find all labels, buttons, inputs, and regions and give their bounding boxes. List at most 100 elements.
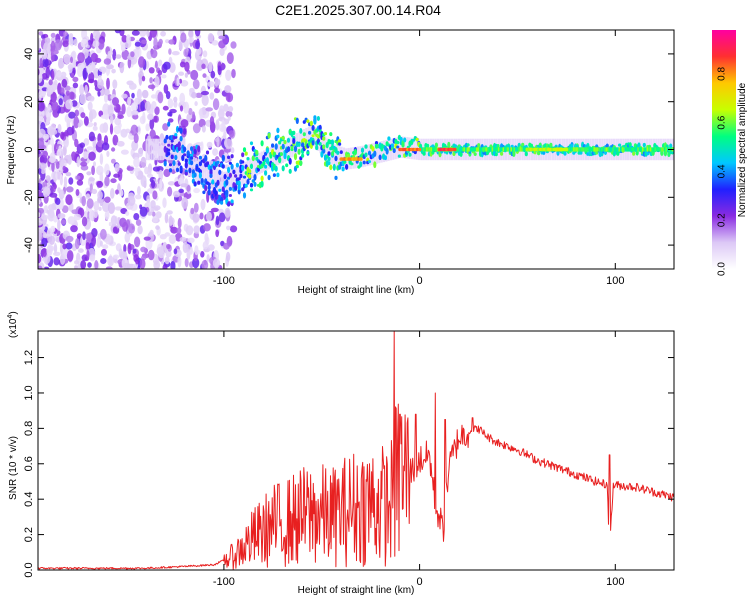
heatmap-ridge-cell xyxy=(183,128,187,135)
heatmap-noise-speck xyxy=(86,171,92,176)
heatmap-noise-speck xyxy=(179,78,182,84)
heatmap-noise-speck xyxy=(89,109,97,120)
heatmap-noise-speck xyxy=(186,184,191,192)
heatmap-ridge-cell xyxy=(264,151,268,156)
heatmap-core-cell xyxy=(493,147,495,152)
heatmap-noise-speck xyxy=(41,237,48,248)
heatmap-noise-speck xyxy=(187,237,195,243)
heatmap-noise-speck xyxy=(79,142,86,148)
heatmap-ridge-cell xyxy=(260,175,264,182)
heatmap-core-cell xyxy=(598,147,600,152)
heatmap-noise-speck xyxy=(80,38,89,49)
heatmap-noise-speck xyxy=(229,225,238,233)
heatmap-noise-speck xyxy=(91,234,96,247)
heatmap-noise-speck xyxy=(80,161,88,167)
heatmap-noise-speck xyxy=(167,112,172,117)
heatmap-noise-speck xyxy=(181,197,189,209)
heatmap-ridge-cell xyxy=(477,143,481,148)
heatmap-panel: -100 0 100 40 20 0 -20 -40 Height of straight l… xyxy=(6,29,675,296)
heatmap-ridge-cell xyxy=(512,150,516,158)
heatmap-haze-cell xyxy=(314,127,317,149)
heatmap-noise-speck xyxy=(126,106,132,118)
heatmap-core-cell xyxy=(433,147,436,152)
heatmap-ridge-cell xyxy=(190,156,194,160)
heatmap-noise-speck xyxy=(155,211,162,219)
heatmap-noise-speck xyxy=(154,76,160,88)
heatmap-haze-cell xyxy=(216,168,219,190)
heatmap-noise-speck xyxy=(111,68,116,74)
heatmap-noise-speck xyxy=(152,215,159,223)
heatmap-ridge-cell xyxy=(459,151,463,157)
heatmap-core-cell xyxy=(610,147,613,152)
heatmap-noise-speck xyxy=(50,52,55,63)
heatmap-noise-speck xyxy=(106,150,110,157)
heatmap-noise-speck xyxy=(224,85,232,94)
heatmap-noise-speck xyxy=(170,260,176,269)
heatmap-ridge-cell xyxy=(228,194,232,197)
heatmap-core-cell xyxy=(573,147,575,152)
heatmap-haze-cell xyxy=(150,138,153,161)
heatmap-haze-cell xyxy=(169,138,172,161)
heatmap-noise-speck xyxy=(223,242,230,250)
heatmap-noise-speck xyxy=(224,207,231,218)
heatmap-ridge-cell xyxy=(168,163,173,167)
heatmap-core-cell xyxy=(460,147,463,152)
heatmap-noise-speck xyxy=(38,132,43,139)
heatmap-noise-speck xyxy=(168,48,172,55)
heatmap-ridge-cell xyxy=(293,145,298,153)
heatmap-core-cell xyxy=(585,147,588,152)
heatmap-ridge-cell xyxy=(223,173,227,180)
heatmap-core-cell xyxy=(659,147,661,152)
heatmap-noise-speck xyxy=(160,31,167,37)
heatmap-noise-speck xyxy=(43,266,50,269)
heatmap-core-cell xyxy=(483,147,486,152)
heatmap-peak-cell xyxy=(564,147,569,152)
heatmap-noise-speck xyxy=(164,256,170,265)
heatmap-noise-speck xyxy=(140,246,147,253)
heatmap-noise-speck xyxy=(176,227,182,235)
heatmap-noise-speck xyxy=(149,117,155,130)
heatmap-noise-speck xyxy=(38,162,47,170)
heatmap-noise-speck xyxy=(79,84,84,96)
heatmap-core-cell xyxy=(629,147,632,152)
heatmap-noise-speck xyxy=(93,122,97,127)
heatmap-noise-speck xyxy=(209,116,215,126)
heatmap-noise-speck xyxy=(107,202,115,214)
heatmap-ridge-cell xyxy=(364,144,368,149)
heatmap-core-cell xyxy=(594,147,597,152)
snr-y-multiplier-exponent: 4 xyxy=(7,315,14,319)
heatmap-ridge-cell xyxy=(426,143,430,148)
heatmap-noise-speck xyxy=(173,100,178,108)
heatmap-core-cell xyxy=(591,147,594,152)
heatmap-noise-speck xyxy=(109,123,114,135)
heatmap-noise-speck xyxy=(137,225,143,235)
heatmap-haze-cell xyxy=(399,136,402,158)
heatmap-core-cell xyxy=(665,147,668,152)
heatmap-ridge-cell xyxy=(327,161,331,166)
heatmap-noise-speck xyxy=(228,130,235,138)
heatmap-ridge-cell xyxy=(332,163,336,171)
heatmap-ridge-cell xyxy=(403,137,407,143)
heatmap-noise-speck xyxy=(83,138,90,146)
heatmap-ridge-cell xyxy=(207,189,211,196)
heatmap-noise-speck xyxy=(206,141,213,149)
heatmap-noise-speck xyxy=(41,214,49,221)
heatmap-noise-speck xyxy=(188,30,194,38)
heatmap-ridge-cell xyxy=(251,155,255,162)
heatmap-noise-speck xyxy=(150,49,158,59)
heatmap-core-cell xyxy=(421,147,423,152)
heatmap-noise-speck xyxy=(157,91,164,104)
heatmap-noise-speck xyxy=(149,229,154,237)
heatmap-noise-speck xyxy=(180,183,189,188)
heatmap-ridge-cell xyxy=(209,173,213,178)
heatmap-ridge-cell xyxy=(494,152,498,157)
heatmap-noise-speck xyxy=(88,210,94,221)
heatmap-noise-speck xyxy=(116,140,125,147)
heatmap-haze-cell xyxy=(378,141,381,164)
heatmap-core-cell xyxy=(479,147,481,152)
heatmap-noise-speck xyxy=(121,103,126,115)
heatmap-core-cell xyxy=(435,147,438,152)
heatmap-noise-speck xyxy=(168,217,175,226)
heatmap-noise-speck xyxy=(86,64,93,74)
heatmap-noise-speck xyxy=(185,244,191,252)
